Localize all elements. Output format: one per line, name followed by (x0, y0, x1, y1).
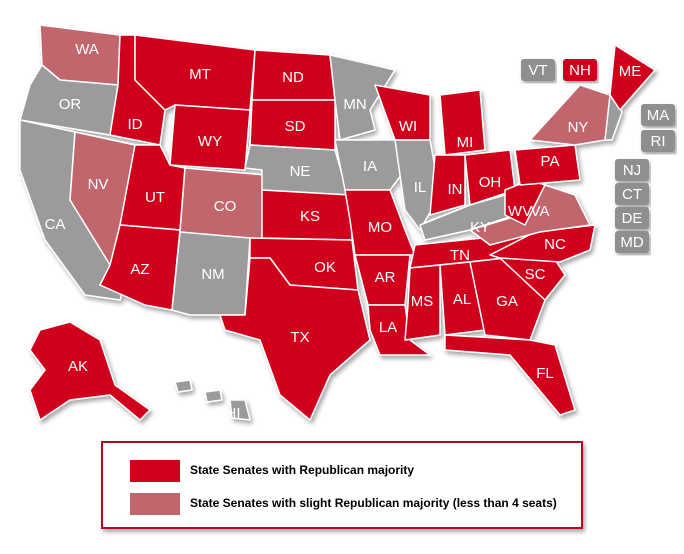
state-label: UT (145, 189, 165, 206)
legend-box (101, 441, 583, 529)
state-label: NM (201, 266, 224, 283)
legend-label: State Senates with slight Republican maj… (190, 496, 557, 510)
state (171, 231, 251, 316)
state-label: IL (414, 179, 427, 196)
state-label: KS (300, 208, 320, 225)
state-label: AK (68, 358, 88, 375)
state-label: MN (343, 96, 366, 113)
state-label: CT (622, 186, 642, 203)
state-label: MI (457, 134, 474, 151)
legend-swatch (130, 460, 180, 482)
state-label: CA (45, 216, 66, 233)
state (529, 84, 611, 146)
state (514, 144, 581, 186)
state-label: NE (290, 163, 311, 180)
state (367, 304, 431, 356)
state-label: VA (531, 203, 550, 220)
state-label: WY (198, 133, 222, 150)
state-box (615, 231, 649, 253)
state (29, 321, 151, 421)
state-label: AZ (130, 261, 149, 278)
legend-swatch (130, 493, 180, 515)
state-box (615, 183, 649, 205)
state-label: AR (375, 269, 396, 286)
state-box (641, 104, 675, 126)
state-label: IN (448, 181, 463, 198)
state-box (641, 130, 675, 152)
state-label: KY (470, 219, 490, 236)
state-label: SC (525, 266, 546, 283)
state-label: NJ (623, 162, 641, 179)
state-label: MS (411, 293, 434, 310)
state-label: PA (541, 153, 560, 170)
state (404, 264, 441, 341)
state-label: CO (214, 198, 237, 215)
state-box (521, 59, 555, 81)
state-label: MD (620, 234, 643, 251)
state (219, 257, 371, 421)
state-label: WI (399, 118, 417, 135)
state (429, 154, 466, 216)
state-label: FL (536, 365, 554, 382)
state-label: OK (314, 259, 336, 276)
state-label: TN (450, 247, 470, 264)
state (329, 54, 396, 141)
state-box (615, 159, 649, 181)
state-label: WV (508, 203, 532, 220)
state (609, 44, 656, 111)
state-label: SD (285, 118, 306, 135)
state-label: IA (363, 158, 377, 175)
state-label: NH (569, 62, 591, 79)
legend-label: State Senates with Republican majority (190, 463, 414, 477)
state-label: DE (622, 210, 643, 227)
state-label: HI (226, 405, 241, 422)
state-label: ND (282, 69, 304, 86)
state (439, 89, 486, 156)
state-label: RI (651, 133, 666, 150)
state-island (229, 399, 251, 421)
state-label: MO (368, 219, 392, 236)
state-label: TX (290, 329, 309, 346)
state (174, 379, 193, 393)
state-label: OH (479, 174, 502, 191)
state-label: NY (568, 119, 589, 136)
state (444, 334, 576, 416)
state-label: MT (189, 66, 211, 83)
state-label: MA (647, 107, 670, 124)
states (19, 24, 656, 421)
state-label: AL (453, 291, 471, 308)
state-label: GA (496, 293, 518, 310)
state-island (204, 389, 223, 403)
state-label: NV (88, 176, 109, 193)
state (334, 139, 406, 191)
state-label: OR (59, 96, 82, 113)
state-label: LA (379, 319, 397, 336)
state-box (615, 207, 649, 229)
state-label: WA (75, 41, 99, 58)
state-label: VT (528, 62, 547, 79)
state-label: ID (128, 116, 143, 133)
state-box (563, 59, 597, 81)
labels: WA OR CA NV ID MT WY UT AZ CO NM ND SD NE KS OK TX MN IA MO… (45, 41, 642, 422)
state-label: ME (619, 63, 642, 80)
state-label: NC (544, 236, 566, 253)
state (169, 104, 251, 171)
state (469, 257, 546, 341)
